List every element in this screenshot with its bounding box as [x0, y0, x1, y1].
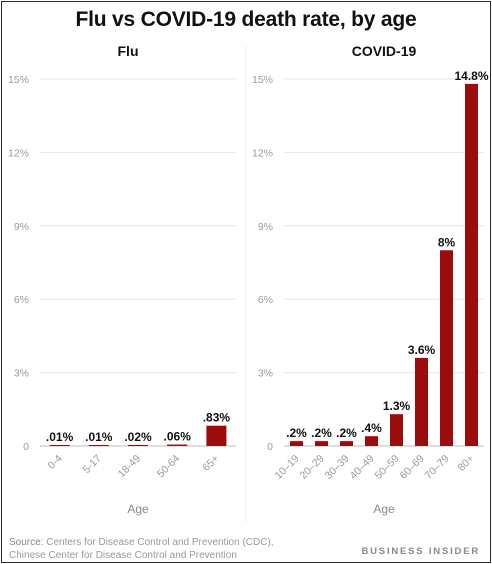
covid-bar: [390, 414, 403, 446]
source-line-2: Chinese Center for Disease Control and P…: [9, 550, 237, 561]
flu-data-label: .06%: [164, 430, 192, 444]
flu-category-label: 65+: [200, 453, 221, 474]
flu-y-tick-label: 15%: [8, 74, 29, 86]
covid-panel: COVID-19 0 3% 6% 9% 12% 15% .2% 10–19 .2% 20–29 .2%…: [252, 43, 489, 516]
covid-x-axis-label: Age: [373, 502, 395, 516]
covid-bar: [415, 357, 428, 446]
flu-x-axis-label: Age: [127, 502, 149, 516]
flu-data-label: .01%: [85, 430, 113, 444]
covid-panel-title: COVID-19: [352, 43, 417, 59]
flu-data-label: .02%: [124, 430, 152, 444]
flu-panel: Flu 0 3% 6% 9% 12% 15% .01% 0-4 .01% 5-17 .02% 18-49…: [8, 43, 236, 516]
flu-category-label: 5-17: [81, 453, 104, 476]
covid-bar: [340, 441, 353, 446]
brand-logo: BUSINESS INSIDER: [361, 546, 480, 557]
covid-bar: [440, 250, 453, 446]
flu-category-label: 0-4: [45, 453, 64, 472]
source-label: Source:: [9, 537, 44, 548]
flu-data-label: .01%: [46, 430, 74, 444]
covid-y-tick-label: 9%: [258, 221, 273, 233]
covid-y-tick-label: 15%: [252, 74, 273, 86]
source-note: Source: Centers for Disease Control and …: [9, 536, 274, 562]
covid-y-tick-label: 0: [267, 441, 273, 453]
covid-data-label: 1.3%: [383, 399, 411, 413]
covid-category-label: 40–49: [347, 453, 376, 482]
covid-bar: [365, 436, 378, 446]
covid-bar: [465, 83, 478, 446]
flu-category-label: 50-64: [155, 453, 183, 481]
covid-y-tick-label: 6%: [258, 294, 273, 306]
flu-category-label: 18-49: [116, 453, 144, 481]
flu-bar: [206, 425, 227, 446]
covid-data-label: .4%: [361, 421, 382, 435]
flu-y-tick-label: 12%: [8, 147, 29, 159]
flu-bar: [128, 445, 148, 446]
flu-y-tick-label: 3%: [14, 368, 29, 380]
covid-y-tick-label: 3%: [258, 368, 273, 380]
covid-category-label: 10–19: [272, 453, 301, 482]
source-line-1: Centers for Disease Control and Preventi…: [46, 537, 274, 548]
covid-data-label: 8%: [438, 235, 456, 249]
covid-data-label: 14.8%: [454, 69, 488, 83]
covid-category-label: 30–39: [322, 453, 351, 482]
flu-bar: [49, 445, 70, 446]
flu-bar: [88, 445, 109, 446]
covid-category-label: 60–69: [397, 453, 426, 482]
covid-category-label: 70–79: [422, 453, 451, 482]
covid-category-label: 50–59: [372, 453, 401, 482]
covid-category-label: 20–29: [297, 453, 326, 482]
covid-bar: [315, 441, 328, 446]
flu-y-tick-label: 9%: [14, 221, 29, 233]
covid-bar: [290, 441, 303, 446]
flu-y-tick-label: 0: [23, 441, 29, 453]
covid-y-tick-label: 12%: [252, 147, 273, 159]
covid-category-label: 80+: [456, 453, 477, 474]
covid-data-label: .2%: [336, 426, 357, 440]
covid-data-label: 3.6%: [408, 343, 436, 357]
covid-data-label: .2%: [311, 426, 332, 440]
chart-title: Flu vs COVID-19 death rate, by age: [75, 8, 417, 31]
covid-data-label: .2%: [286, 426, 307, 440]
flu-y-tick-label: 6%: [14, 294, 29, 306]
flu-data-label: .83%: [203, 411, 231, 425]
flu-bar: [167, 444, 188, 446]
flu-panel-title: Flu: [118, 43, 139, 59]
